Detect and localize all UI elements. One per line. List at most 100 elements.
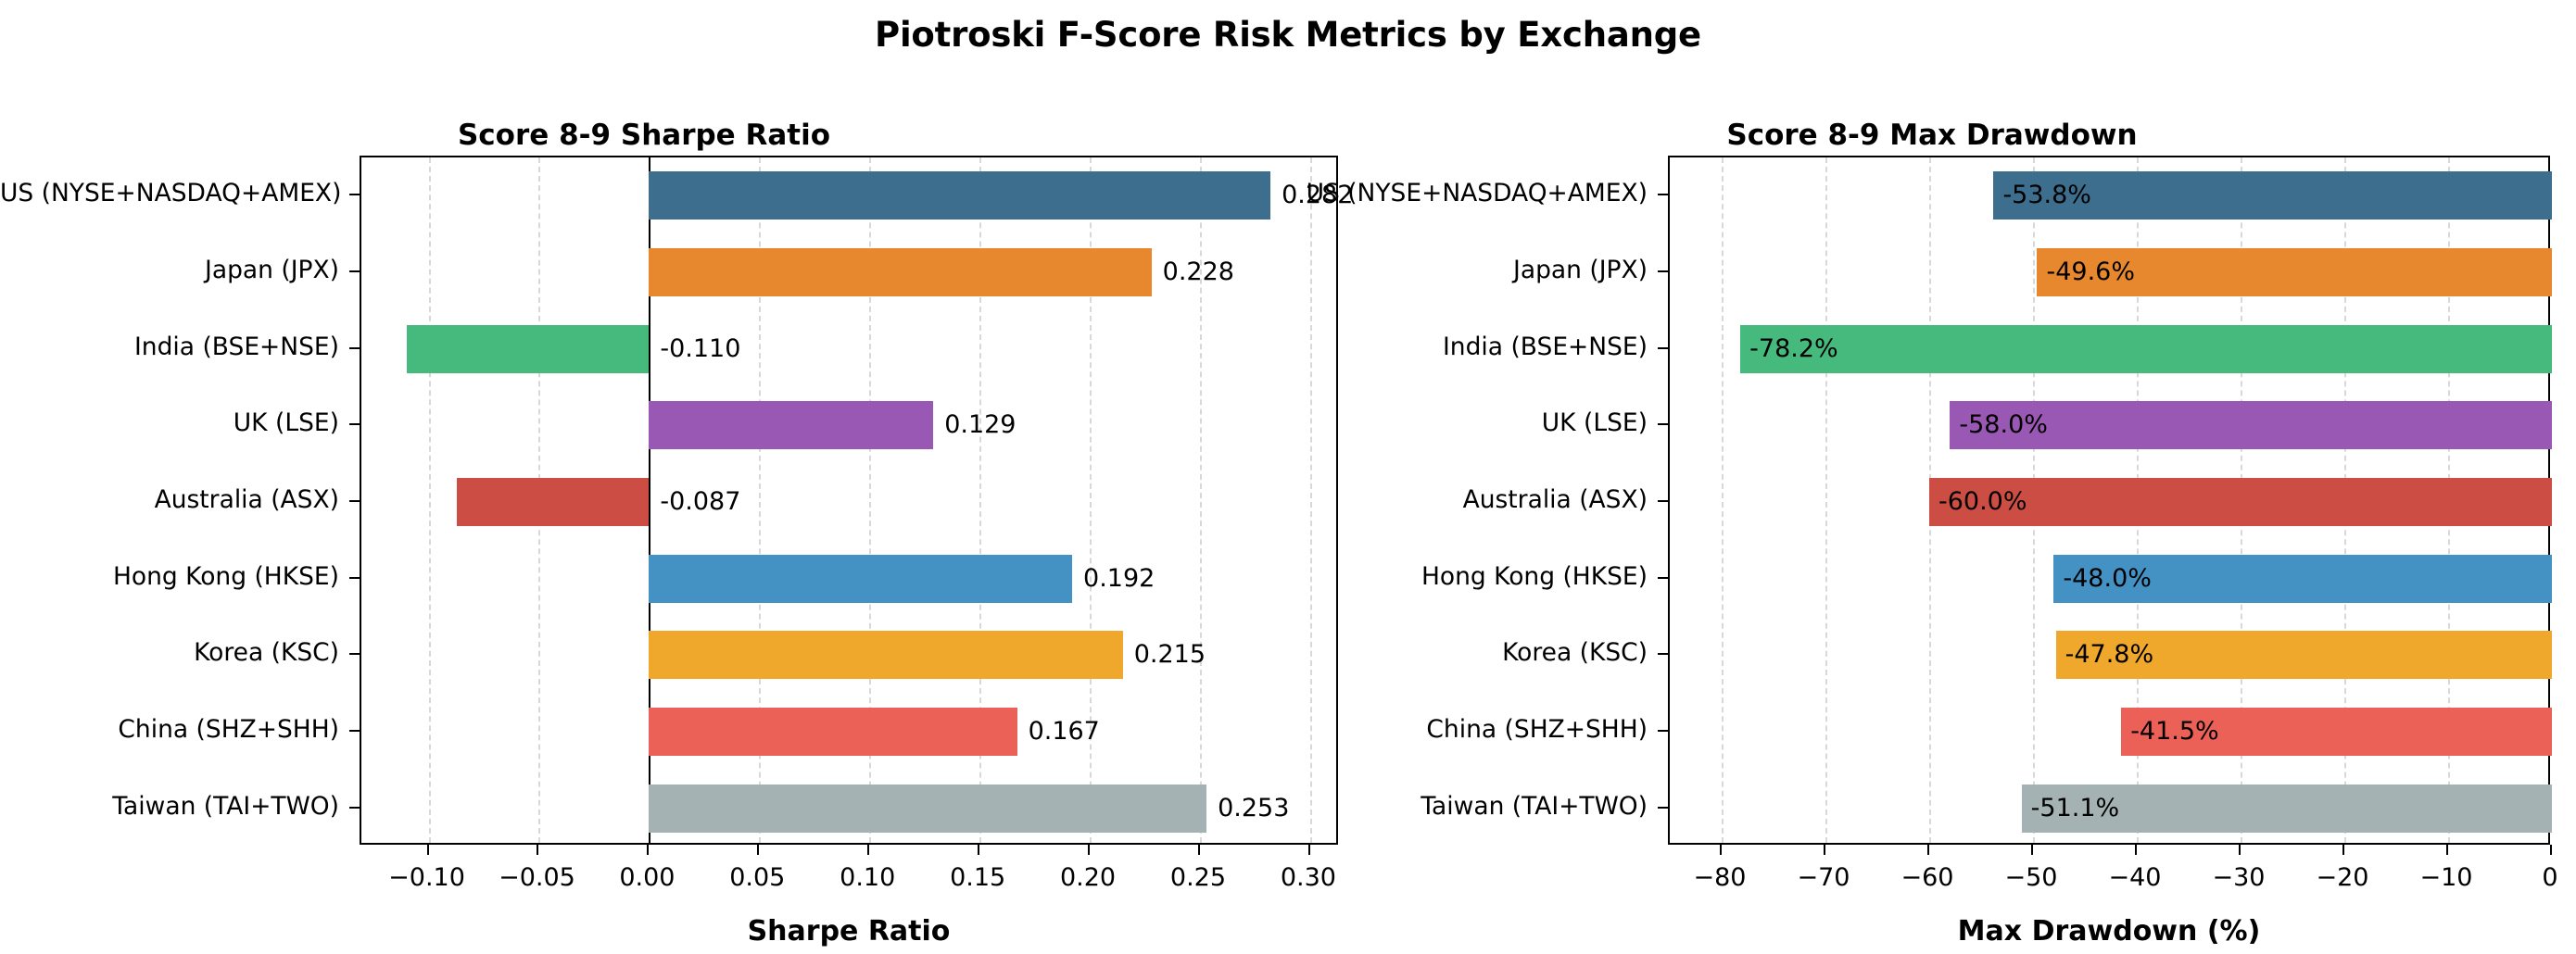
bar[interactable] (2053, 554, 2552, 603)
subplot-sharpe-ratio: Score 8-9 Sharpe Ratio 0.282 0.228 -0.110 0.… (0, 119, 1353, 948)
bar[interactable] (649, 784, 1207, 833)
bar[interactable] (649, 554, 1073, 603)
bar-value-label: -0.087 (660, 487, 741, 516)
y-tick-mark (349, 730, 360, 732)
x-tick-label: −50 (2004, 863, 2058, 892)
x-gridline (759, 157, 762, 843)
y-tick-label: Korea (KSC) (194, 638, 339, 668)
bar-value-label: -53.8% (2002, 181, 2091, 210)
x-tick-label: −30 (2212, 863, 2266, 892)
bar[interactable] (2121, 708, 2552, 756)
bar[interactable] (649, 631, 1123, 680)
bar-value-label: 0.215 (1133, 640, 1206, 670)
x-tick-mark (978, 845, 980, 855)
bar[interactable] (2055, 631, 2552, 680)
bar[interactable] (649, 171, 1271, 220)
y-tick-mark (1658, 500, 1668, 502)
bar-value-label: -0.110 (660, 333, 741, 363)
y-tick-label: US (NYSE+NASDAQ+AMEX) (0, 179, 342, 208)
x-tick-label: 0.30 (1280, 863, 1336, 892)
y-tick-mark (349, 194, 360, 196)
x-tick-label: 0.10 (840, 863, 896, 892)
x-gridline (1825, 157, 1827, 843)
x-tick-mark (1927, 845, 1929, 855)
bar-value-label: 0.228 (1162, 257, 1234, 286)
x-tick-label: −0.10 (388, 863, 465, 892)
x-tick-mark (647, 845, 650, 855)
x-tick-mark (2342, 845, 2344, 855)
bar[interactable] (1740, 324, 2552, 373)
x-tick-mark (2135, 845, 2137, 855)
y-tick-label: US (NYSE+NASDAQ+AMEX) (1306, 179, 1648, 208)
bar-value-label: -60.0% (1938, 487, 2027, 516)
subplot-max-drawdown: Score 8-9 Max Drawdown -53.8% -49.6% -78.2%… (1288, 0, 2576, 954)
x-tick-mark (1824, 845, 1825, 855)
y-tick-mark (349, 500, 360, 502)
x-gridline (1309, 157, 1312, 843)
y-tick-label: Japan (JPX) (1513, 256, 1648, 284)
bar[interactable] (1950, 401, 2552, 450)
x-gridline (428, 157, 431, 843)
y-tick-mark (1658, 730, 1668, 732)
y-tick-mark (349, 576, 360, 579)
y-tick-mark (1658, 576, 1668, 579)
y-tick-label: Australia (ASX) (154, 485, 339, 514)
y-tick-label: UK (LSE) (233, 408, 339, 438)
bar[interactable] (1993, 171, 2552, 220)
x-tick-mark (2446, 845, 2448, 855)
x-gridline (979, 157, 982, 843)
subplot-title: Score 8-9 Sharpe Ratio (457, 119, 831, 152)
bar[interactable] (649, 708, 1017, 756)
y-tick-mark (349, 423, 360, 426)
bar[interactable] (457, 478, 650, 526)
bar-value-label: 0.282 (1282, 181, 1354, 210)
bar-value-label: -51.1% (2030, 793, 2120, 822)
y-tick-mark (1658, 423, 1668, 426)
x-tick-mark (2031, 845, 2033, 855)
x-tick-label: −10 (2419, 863, 2473, 892)
bar[interactable] (2037, 248, 2552, 296)
y-tick-label: India (BSE+NSE) (1442, 332, 1648, 361)
y-tick-label: Taiwan (TAI+TWO) (112, 791, 339, 821)
x-tick-mark (2239, 845, 2241, 855)
x-tick-mark (1720, 845, 1722, 855)
x-tick-label: 0.00 (619, 863, 676, 892)
bar-value-label: 0.129 (944, 410, 1017, 440)
x-tick-mark (757, 845, 760, 855)
y-tick-mark (349, 653, 360, 656)
bar-value-label: 0.253 (1218, 793, 1290, 822)
bar-value-label: 0.192 (1083, 563, 1155, 593)
x-tick-label: 0 (2542, 863, 2558, 892)
y-tick-mark (1658, 346, 1668, 349)
subplot-title: Score 8-9 Max Drawdown (1726, 119, 2138, 152)
y-tick-mark (349, 806, 360, 809)
x-tick-label: −70 (1797, 863, 1850, 892)
bar-value-label: -48.0% (2063, 563, 2152, 593)
plot-area: 0.282 0.228 -0.110 0.129 -0.087 0.192 0.215 0.1… (360, 156, 1353, 845)
x-tick-label: −60 (1900, 863, 1954, 892)
bar[interactable] (406, 324, 650, 373)
y-tick-label: Hong Kong (HKSE) (1421, 561, 1648, 591)
x-gridline (1722, 157, 1724, 843)
zero-reference-line (649, 157, 651, 843)
x-tick-mark (867, 845, 870, 855)
y-tick-label: Korea (KSC) (1502, 638, 1648, 668)
bar[interactable] (649, 401, 934, 450)
bar-value-label: 0.167 (1028, 717, 1100, 746)
x-gridline (1090, 157, 1092, 843)
bar[interactable] (2021, 784, 2552, 833)
y-tick-mark (349, 270, 360, 272)
bar[interactable] (1929, 478, 2552, 526)
x-tick-mark (537, 845, 539, 855)
bar[interactable] (649, 248, 1152, 296)
x-tick-label: −80 (1693, 863, 1747, 892)
y-tick-mark (1658, 653, 1668, 656)
x-tick-label: −20 (2316, 863, 2369, 892)
y-tick-label: China (SHZ+SHH) (118, 715, 339, 744)
y-tick-label: Hong Kong (HKSE) (112, 561, 339, 591)
x-tick-mark (1088, 845, 1091, 855)
x-tick-label: 0.05 (729, 863, 786, 892)
y-tick-label: Taiwan (TAI+TWO) (1421, 791, 1648, 821)
plot-area: -53.8% -49.6% -78.2% -58.0% -60.0% -48.0% -47.… (1668, 156, 2552, 845)
